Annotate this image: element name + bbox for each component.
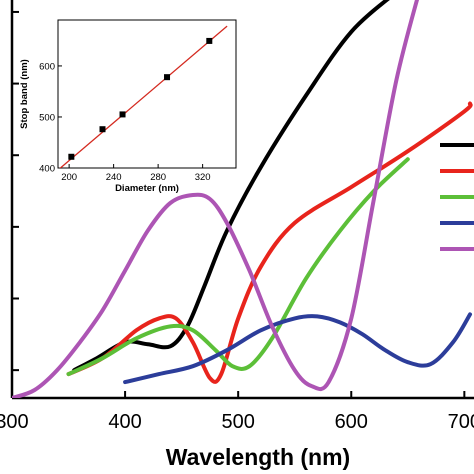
legend [440,143,474,251]
series-line-5 [12,0,420,398]
main-series-group [12,0,473,398]
main-x-tick-label: 700 [448,411,474,433]
main-x-tick-label: 500 [221,411,254,433]
main-x-tick-label: 400 [108,411,141,433]
inset-x-axis-title: Diameter (nm) [115,183,179,194]
inset-y-tick-label: 400 [39,164,55,175]
main-x-tick-label: 300 [0,411,29,433]
inset-data-point [99,126,106,133]
inset-x-tick-label: 320 [195,172,211,183]
series-line-3 [66,157,410,377]
inset-data-point [119,111,126,118]
inset-y-tick-label: 600 [39,61,55,72]
inset-x-tick-label: 280 [150,172,166,183]
inset-y-tick-label: 500 [39,112,55,123]
inset-fit-group [59,25,228,168]
inset-data-point [164,74,171,81]
inset-points-group [68,37,213,160]
inset-data-point [68,153,75,160]
main-x-tick-label: 600 [335,411,368,433]
inset-fit-line [59,25,228,168]
main-x-tick-labels: 300 400 500 600 700 [0,411,474,433]
main-x-axis-title: Wavelength (nm) [166,444,350,470]
series-line-4 [123,312,472,385]
series-line-2 [66,101,473,384]
inset-x-tick-label: 200 [61,172,77,183]
inset-data-point [206,37,213,44]
inset-x-tick-label: 240 [106,172,122,183]
inset-y-axis-title: Stop band (nm) [19,59,30,129]
inset-chart: 200 240 280 320 400 500 600 Diameter (nm) Stop… [19,19,237,194]
